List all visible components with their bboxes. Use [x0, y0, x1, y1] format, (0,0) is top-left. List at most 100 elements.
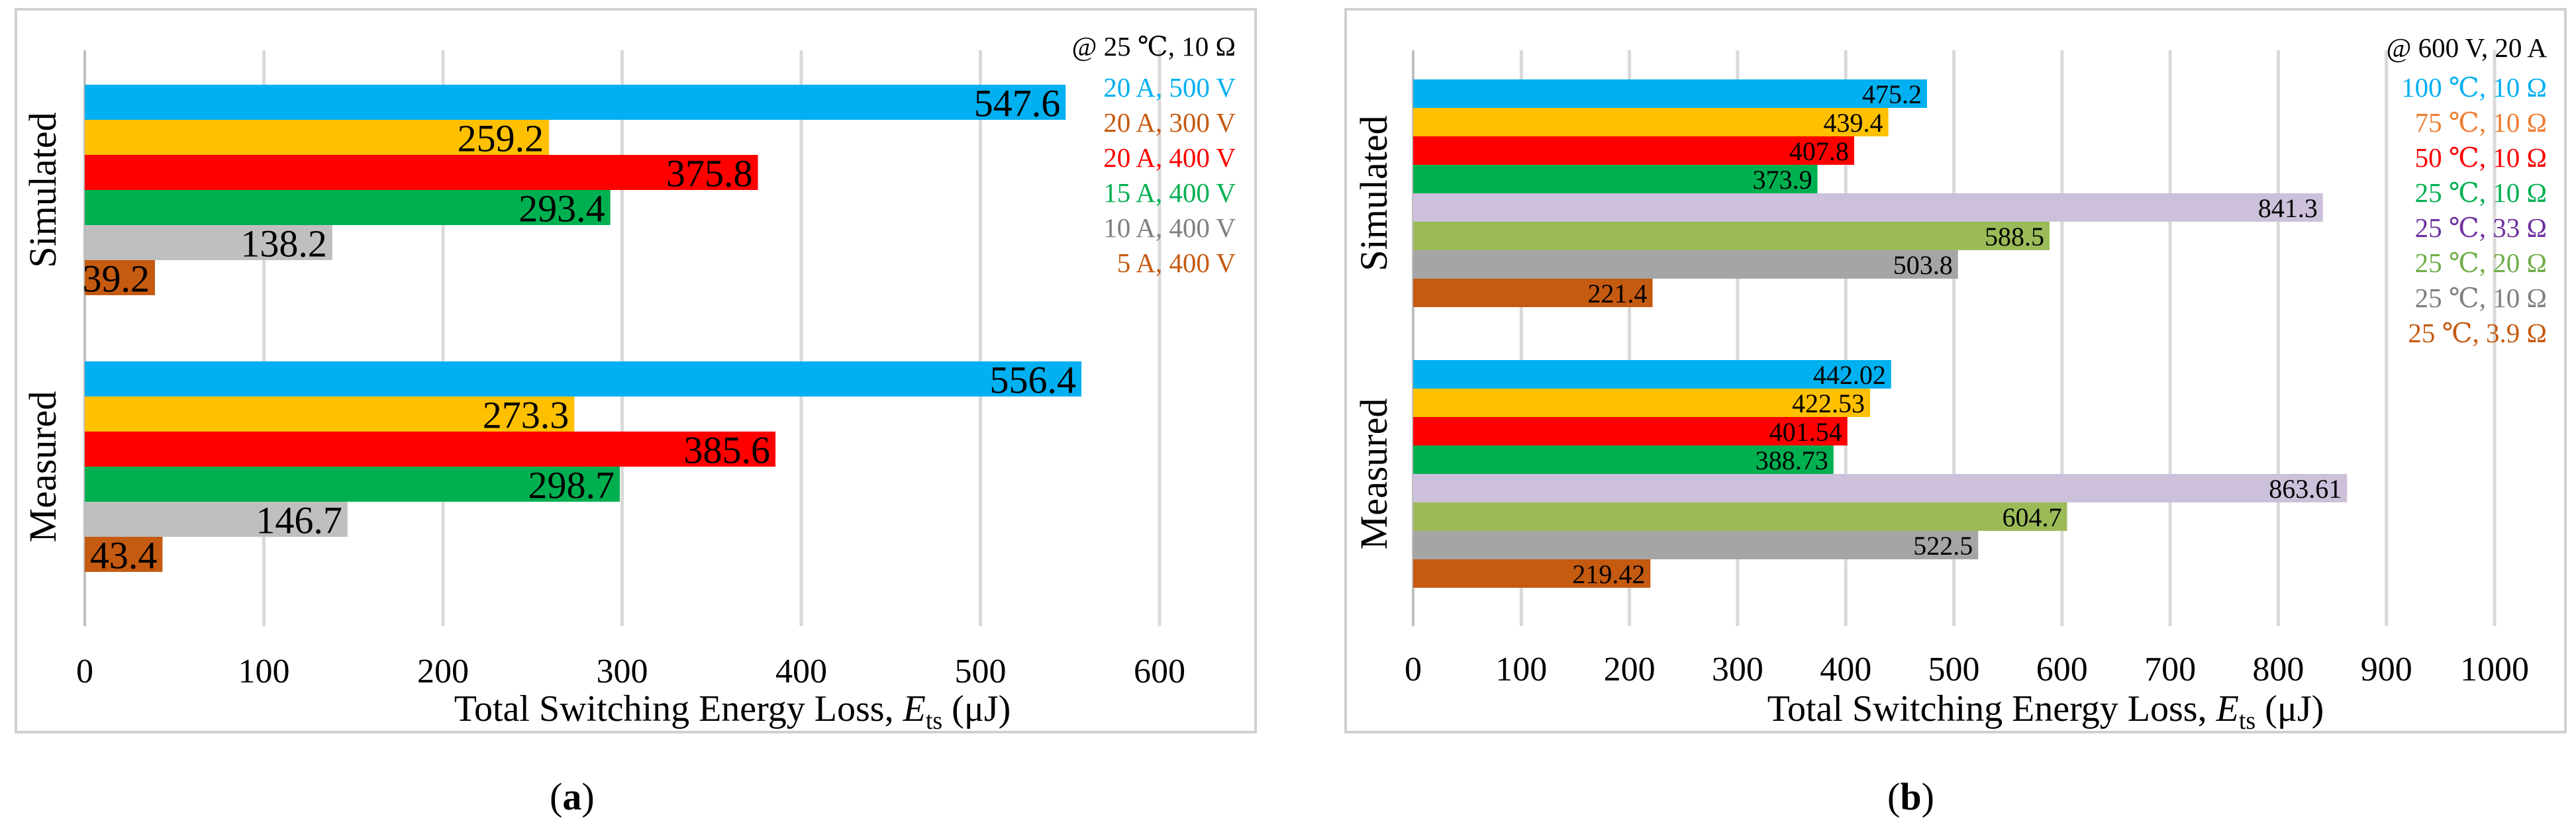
chart-b-tick-label: 200 — [1604, 651, 1656, 688]
panel-b-frame: 0 100 200 300 400 500 600 700 800 900 1000 Total Sw… — [1344, 8, 2567, 735]
chart-a-condition-label: @ 25 ℃, 10 Ω — [1072, 31, 1236, 62]
chart-a-data-label: 293.4 — [519, 187, 605, 230]
chart-b-data-label: 588.5 — [1985, 222, 2044, 252]
chart-b-data-label: 422.53 — [1792, 389, 1865, 418]
chart-b-bar — [1413, 222, 2050, 250]
chart-a-bar — [85, 155, 758, 190]
caption-a: (a) — [550, 775, 595, 818]
chart-b-data-label: 388.73 — [1756, 445, 1828, 475]
chart-a-bar — [85, 190, 611, 225]
chart-b-data-label: 442.02 — [1813, 360, 1886, 390]
chart-a-bar — [85, 396, 575, 432]
chart-b: 0 100 200 300 400 500 600 700 800 900 1000 Total Sw… — [1352, 32, 2548, 735]
chart-b-data-label: 407.8 — [1789, 136, 1849, 166]
chart-a-tick-label: 600 — [1134, 653, 1185, 690]
chart-b-data-label: 522.5 — [1913, 531, 1973, 561]
chart-b-bar — [1413, 193, 2323, 222]
chart-a-bar — [85, 537, 163, 572]
chart-a-tick-label: 100 — [238, 653, 290, 690]
chart-b-bar — [1413, 531, 1979, 559]
chart-b-legend-entry: 75 ℃, 10 Ω — [2415, 107, 2547, 138]
chart-b-tick-label: 100 — [1495, 651, 1547, 688]
chart-b-tick-label: 1000 — [2460, 651, 2529, 688]
chart-a-bar — [85, 120, 550, 155]
caption-b: (b) — [1887, 775, 1934, 818]
chart-b-legend-entry: 100 ℃, 10 Ω — [2401, 72, 2547, 103]
chart-b-bar — [1413, 136, 1854, 165]
chart-b-legend-entry: 50 ℃, 10 Ω — [2415, 142, 2547, 173]
chart-a-bar — [85, 361, 1082, 396]
chart-b-data-label: 604.7 — [2002, 502, 2061, 532]
chart-a-data-label: 146.7 — [256, 498, 342, 541]
chart-a-tick-label: 0 — [76, 653, 93, 690]
chart-b-legend-entry: 25 ℃, 33 Ω — [2415, 212, 2547, 243]
chart-b-data-label: 401.54 — [1769, 417, 1842, 447]
chart-b-legend-entry: 25 ℃, 10 Ω — [2415, 283, 2547, 313]
chart-b-data-label: 503.8 — [1893, 250, 1953, 280]
chart-a-legend-entry: 15 A, 400 V — [1103, 177, 1236, 208]
chart-b-bar — [1413, 165, 1818, 193]
chart-b-data-label: 475.2 — [1862, 79, 1922, 109]
chart-b-tick-label: 500 — [1928, 651, 1980, 688]
chart-b-legend-entry: 25 ℃, 10 Ω — [2415, 177, 2547, 208]
chart-a-bar — [85, 260, 156, 295]
chart-b-bar — [1413, 474, 2348, 502]
chart-b-data-label: 439.4 — [1824, 108, 1883, 138]
panel-a-frame: 0 100 200 300 400 500 600 Total Switching Energ… — [15, 8, 1257, 735]
chart-b-bar — [1413, 502, 2067, 531]
chart-b-data-label: 863.61 — [2269, 474, 2342, 504]
caption-b-letter: b — [1900, 775, 1922, 818]
chart-a-data-label: 556.4 — [990, 358, 1077, 401]
chart-a-data-label: 375.8 — [666, 152, 753, 195]
chart-a: 0 100 200 300 400 500 600 Total Switching Energ… — [21, 31, 1236, 735]
chart-a-tick-label: 400 — [775, 653, 827, 690]
chart-a-tick-label: 300 — [597, 653, 648, 690]
chart-b-tick-label: 400 — [1820, 651, 1871, 688]
chart-b-bar — [1413, 389, 1870, 417]
chart-a-bar — [85, 502, 348, 537]
chart-b-data-label: 219.42 — [1572, 559, 1645, 589]
chart-a-legend-entry: 20 A, 300 V — [1103, 107, 1236, 138]
chart-a-bar — [85, 432, 776, 467]
chart-a-legend-entry: 5 A, 400 V — [1117, 248, 1236, 278]
chart-b-bar — [1413, 445, 1834, 474]
chart-b-data-label: 841.3 — [2258, 193, 2318, 223]
chart-b-tick-label: 900 — [2361, 651, 2412, 688]
chart-b-bar — [1413, 79, 1928, 108]
chart-a-data-label: 273.3 — [483, 393, 570, 436]
chart-b-condition-label: @ 600 V, 20 A — [2387, 32, 2548, 63]
chart-a-data-label: 298.7 — [528, 463, 615, 506]
chart-a-data-label: 43.4 — [90, 534, 158, 577]
chart-a-category-label: Measured — [21, 391, 64, 543]
chart-a-category-label: Simulated — [21, 112, 64, 267]
chart-b-tick-label: 300 — [1712, 651, 1763, 688]
chart-a-data-label: 259.2 — [458, 116, 544, 160]
chart-a-bar — [85, 85, 1066, 120]
chart-b-tick-label: 600 — [2036, 651, 2088, 688]
chart-b-legend-entry: 25 ℃, 20 Ω — [2415, 248, 2547, 278]
chart-a-data-label: 385.6 — [684, 428, 771, 471]
chart-a-bar — [85, 467, 620, 502]
chart-b-bar — [1413, 559, 1651, 588]
chart-a-tick-label: 500 — [955, 653, 1007, 690]
chart-a-data-label: 138.2 — [240, 222, 327, 265]
chart-b-bar — [1413, 250, 1958, 279]
chart-b-data-label: 373.9 — [1753, 165, 1812, 195]
chart-a-legend-entry: 20 A, 500 V — [1103, 72, 1236, 103]
chart-b-category-label: Simulated — [1352, 115, 1395, 271]
chart-a-legend-entry: 20 A, 400 V — [1103, 142, 1236, 173]
chart-a-tick-label: 200 — [417, 653, 469, 690]
chart-a-data-label: 39.2 — [83, 257, 150, 300]
chart-b-legend-entry: 25 ℃, 3.9 Ω — [2408, 318, 2547, 348]
chart-b-data-label: 221.4 — [1588, 279, 1648, 308]
chart-b-bar — [1413, 279, 1653, 307]
caption-a-letter: a — [562, 775, 582, 818]
chart-b-x-axis-title: Total Switching Energy Loss, Ets (μJ) — [1767, 688, 2324, 731]
chart-b-bar — [1413, 108, 1889, 136]
chart-a-x-axis-title: Total Switching Energy Loss, Ets (μJ) — [454, 688, 1011, 731]
chart-b-bar — [1413, 360, 1891, 389]
chart-a-legend-entry: 10 A, 400 V — [1103, 212, 1236, 243]
chart-b-bar — [1413, 417, 1848, 445]
chart-b-category-label: Measured — [1352, 398, 1395, 550]
chart-b-tick-label: 800 — [2252, 651, 2304, 688]
